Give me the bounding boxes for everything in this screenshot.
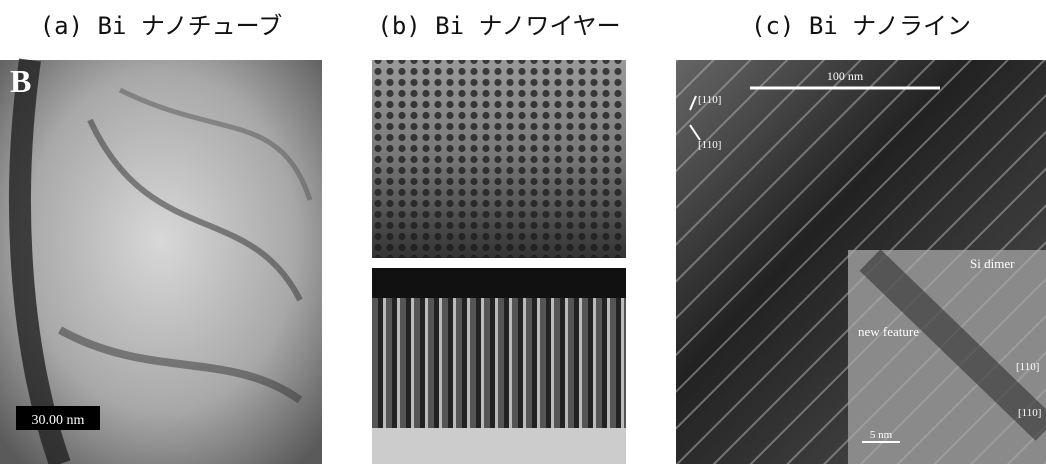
direction-label: [110] [698,139,721,151]
inset-label: new feature [858,324,919,339]
caption: (c) Bi ナノライン [751,12,971,40]
scale-label: 30.00 nm [32,413,85,428]
image-c: 100 nm [110] [110] Si dimer new feature … [676,60,1046,464]
image-a: B 30.00 nm [0,60,322,464]
scale-label: 100 nm [827,69,864,83]
direction-label: [110] [1016,361,1039,373]
caption: (a) Bi ナノチューブ [40,12,283,40]
scale-label: 5 nm [870,429,893,441]
image-b [372,60,626,464]
panel-letter: B [10,63,31,99]
figure: (a) Bi ナノチューブ (b) Bi ナノワイヤー (c) Bi ナノライン… [0,0,1046,464]
caption: (b) Bi ナノワイヤー [377,12,620,40]
direction-label: [110] [1018,407,1041,419]
direction-label: [110] [698,94,721,106]
inset-label: Si dimer [970,256,1015,271]
